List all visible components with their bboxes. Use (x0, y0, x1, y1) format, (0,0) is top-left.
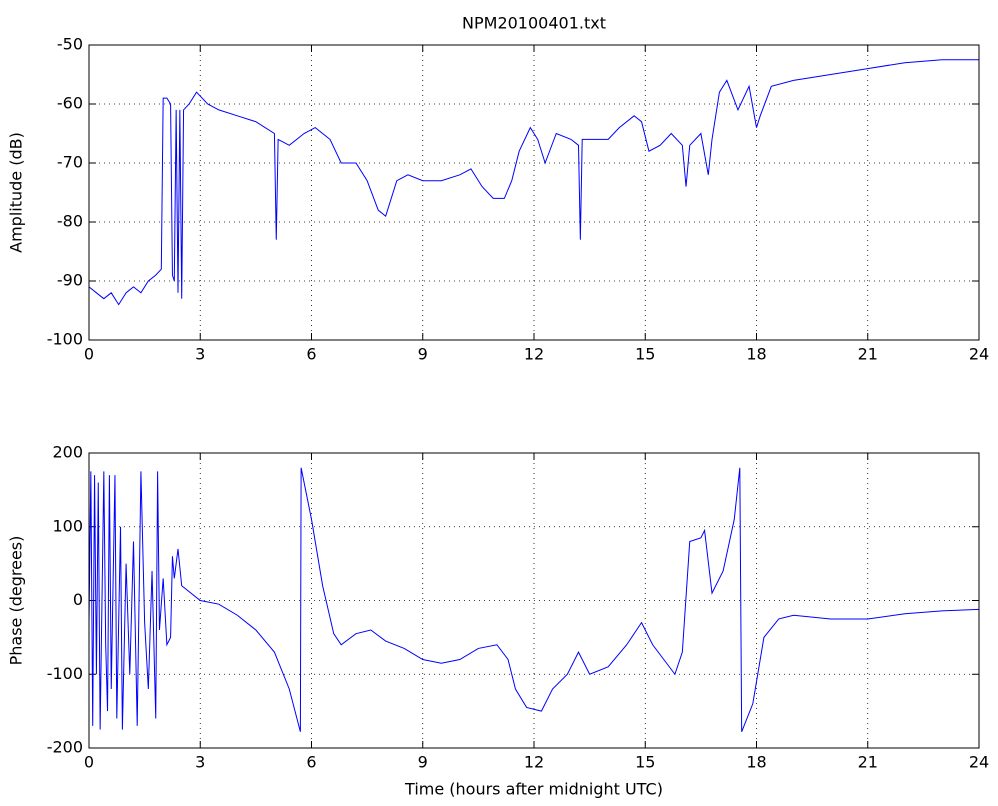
x-tick-label: 21 (858, 345, 878, 364)
axes-frame (88, 44, 980, 341)
x-tick-label: 21 (858, 753, 878, 772)
y-axis-label: Phase (degrees) (7, 536, 26, 666)
x-tick-label: 6 (306, 753, 316, 772)
y-tick-label: -100 (47, 330, 83, 349)
chart-title: NPM20100401.txt (462, 14, 606, 33)
x-tick-label: 12 (524, 753, 544, 772)
x-tick-label: 6 (306, 345, 316, 364)
x-tick-label: 3 (195, 753, 205, 772)
x-tick-label: 18 (746, 753, 766, 772)
x-tick-label: 0 (84, 345, 94, 364)
x-tick-label: 9 (418, 345, 428, 364)
y-tick-label: -60 (57, 94, 83, 113)
y-tick-label: -90 (57, 271, 83, 290)
x-axis-label: Time (hours after midnight UTC) (404, 780, 663, 799)
data-line (88, 467, 980, 732)
data-line (88, 59, 979, 306)
x-tick-label: 15 (635, 345, 655, 364)
y-tick-label: -80 (57, 212, 83, 231)
y-tick-label: 200 (52, 443, 83, 462)
y-tick-label: 0 (73, 590, 83, 609)
x-tick-label: 24 (969, 753, 989, 772)
x-tick-label: 18 (746, 345, 766, 364)
y-tick-label: -50 (57, 35, 83, 54)
x-tick-label: 3 (195, 345, 205, 364)
x-tick-label: 0 (84, 753, 94, 772)
axes-frame (88, 452, 980, 749)
x-tick-label: 24 (969, 345, 989, 364)
x-tick-label: 9 (418, 753, 428, 772)
x-tick-label: 15 (635, 753, 655, 772)
y-tick-label: -70 (57, 153, 83, 172)
y-axis-label: Amplitude (dB) (7, 132, 26, 253)
x-tick-label: 12 (524, 345, 544, 364)
y-tick-label: 100 (52, 516, 83, 535)
y-tick-label: -200 (47, 738, 83, 757)
y-tick-label: -100 (47, 664, 83, 683)
